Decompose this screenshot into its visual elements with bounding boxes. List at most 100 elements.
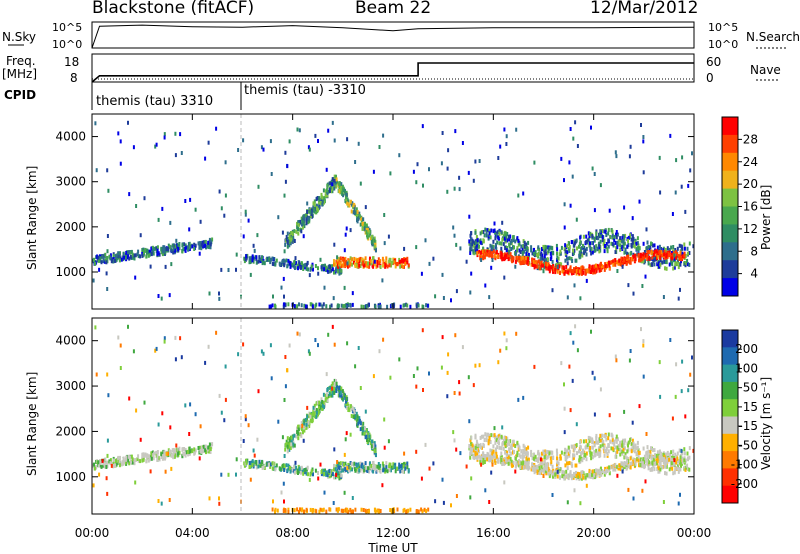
scatter-cell: [253, 453, 256, 458]
scatter-cell: [585, 246, 588, 251]
scatter-cell: [365, 223, 368, 228]
scatter-cell: [488, 295, 491, 300]
scatter-cell: [202, 444, 205, 449]
scatter-cell: [613, 234, 616, 239]
scatter-cell: [666, 450, 669, 455]
scatter-cell: [244, 212, 247, 217]
scatter-cell: [363, 227, 366, 232]
scatter-cell: [307, 145, 310, 150]
scatter-cell: [663, 454, 666, 459]
scatter-cell: [497, 360, 500, 365]
scatter-cell: [153, 451, 156, 456]
scatter-cell: [189, 402, 192, 407]
scatter-cell: [479, 231, 482, 236]
scatter-cell: [573, 248, 576, 253]
scatter-cell: [603, 469, 606, 474]
scatter-cell: [366, 264, 369, 269]
scatter-cell: [673, 458, 676, 463]
scatter-cell: [274, 303, 276, 308]
scatter-cell: [303, 216, 306, 221]
scatter-cell: [112, 458, 115, 463]
scatter-cell: [204, 156, 207, 161]
scatter-cell: [601, 264, 604, 269]
scatter-cell: [178, 242, 181, 246]
scatter-cell: [293, 508, 296, 513]
scatter-cell: [588, 468, 591, 473]
scatter-cell: [494, 435, 497, 440]
scatter-cell: [412, 169, 415, 174]
scatter-cell: [543, 262, 546, 266]
scatter-cell: [563, 202, 566, 207]
scatter-cell: [595, 244, 598, 249]
scatter-cell: [188, 446, 191, 451]
scatter-cell: [105, 271, 108, 276]
scatter-cell: [337, 465, 340, 469]
scatter-cell: [357, 346, 360, 350]
scatter-cell: [590, 125, 592, 130]
scatter-cell: [224, 193, 227, 198]
scatter-cell: [571, 444, 574, 449]
scatter-cell: [351, 467, 353, 472]
scatter-cell: [513, 450, 515, 454]
y-tick-label: 3000: [55, 175, 86, 189]
scatter-cell: [262, 147, 265, 152]
scatter-cell: [337, 269, 340, 274]
scatter-cell: [478, 363, 481, 368]
scatter-cell: [564, 243, 567, 248]
scatter-cell: [523, 240, 526, 245]
scatter-cell: [341, 389, 344, 394]
scatter-cell: [305, 218, 308, 223]
scatter-cell: [261, 460, 264, 465]
scatter-cell: [93, 261, 96, 266]
scatter-cell: [338, 386, 341, 390]
scatter-cell: [608, 266, 611, 271]
scatter-cell: [547, 266, 550, 271]
scatter-cell: [670, 457, 673, 462]
scatter-cell: [595, 468, 597, 473]
scatter-cell: [204, 360, 207, 365]
scatter-cell: [198, 456, 201, 461]
scatter-cell: [497, 156, 500, 160]
scatter-cell: [315, 410, 318, 415]
colorbar-swatch: [722, 468, 738, 487]
scatter-cell: [120, 257, 123, 262]
scatter-cell: [162, 454, 165, 459]
scatter-cell: [607, 227, 610, 232]
scatter-cell: [590, 329, 592, 334]
scatter-cell: [482, 452, 485, 456]
scatter-cell: [348, 263, 350, 268]
scatter-cell: [632, 459, 635, 464]
scatter-cell: [156, 453, 159, 458]
scatter-cell: [322, 188, 325, 193]
scatter-cell: [508, 449, 511, 454]
scatter-cell: [378, 465, 381, 470]
scatter-cell: [198, 241, 201, 246]
scatter-cell: [683, 456, 686, 461]
scatter-cell: [368, 230, 371, 235]
scatter-cell: [543, 466, 546, 471]
scatter-cell: [600, 438, 602, 443]
scatter-cell: [482, 442, 485, 447]
scatter-cell: [293, 465, 296, 470]
scatter-cell: [649, 245, 652, 250]
scatter-cell: [656, 262, 659, 267]
scatter-cell: [122, 253, 125, 258]
scatter-cell: [362, 421, 365, 426]
scatter-cell: [518, 463, 521, 468]
scatter-cell: [400, 468, 403, 473]
scatter-cell: [478, 449, 480, 454]
scatter-cell: [631, 257, 634, 262]
scatter-cell: [349, 404, 352, 409]
scatter-cell: [488, 433, 491, 438]
scatter-cell: [499, 144, 502, 149]
scatter-cell: [353, 409, 356, 414]
scatter-cell: [340, 393, 343, 398]
scatter-cell: [590, 451, 593, 456]
freq-tick-18: 18: [64, 55, 79, 69]
scatter-cell: [171, 243, 174, 248]
scatter-cell: [484, 488, 487, 493]
scatter-cell: [652, 448, 654, 453]
power-heatmap: [92, 120, 695, 309]
scatter-cell: [670, 252, 673, 257]
scatter-cell: [325, 268, 328, 272]
